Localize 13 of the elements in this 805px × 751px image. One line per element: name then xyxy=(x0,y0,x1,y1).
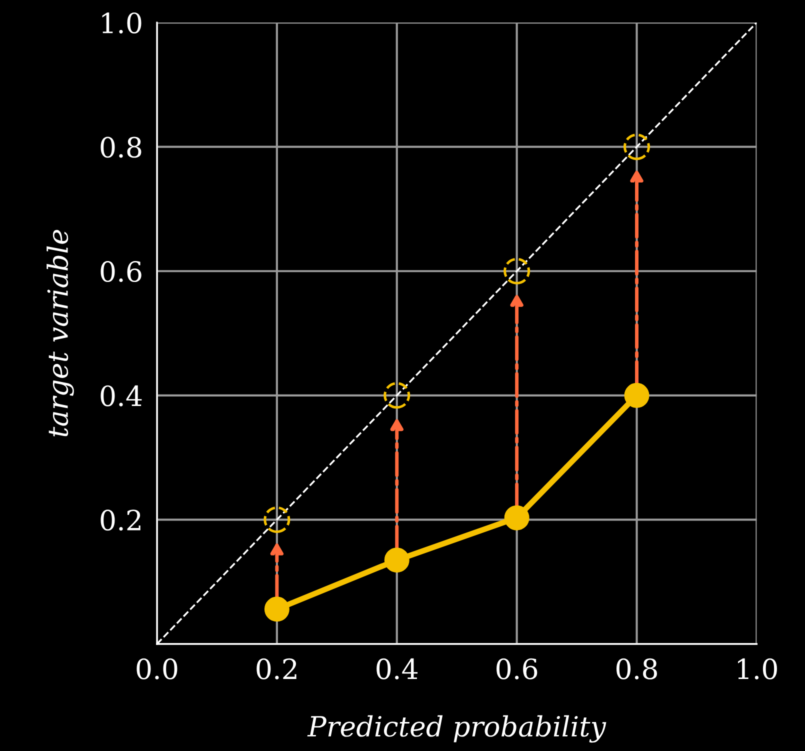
y-tick-label: 0.8 xyxy=(100,136,142,158)
x-tick-label: 0.8 xyxy=(616,658,657,680)
y-tick-label: 0.6 xyxy=(100,261,142,282)
x-tick-label: 0.2 xyxy=(256,658,296,680)
x-tick-label: 0.0 xyxy=(136,658,178,680)
x-tick-label: 0.4 xyxy=(376,658,418,680)
x-tick-label: 0.6 xyxy=(496,658,538,680)
y-tick-label: 0.2 xyxy=(100,510,140,531)
y-tick-label: 1.0 xyxy=(102,12,142,34)
x-axis-title: Predicted probability xyxy=(307,715,606,743)
y-axis-title: target variable xyxy=(46,230,74,436)
x-tick-label: 1.0 xyxy=(738,658,777,680)
y-tick-label: 0.4 xyxy=(100,385,142,406)
